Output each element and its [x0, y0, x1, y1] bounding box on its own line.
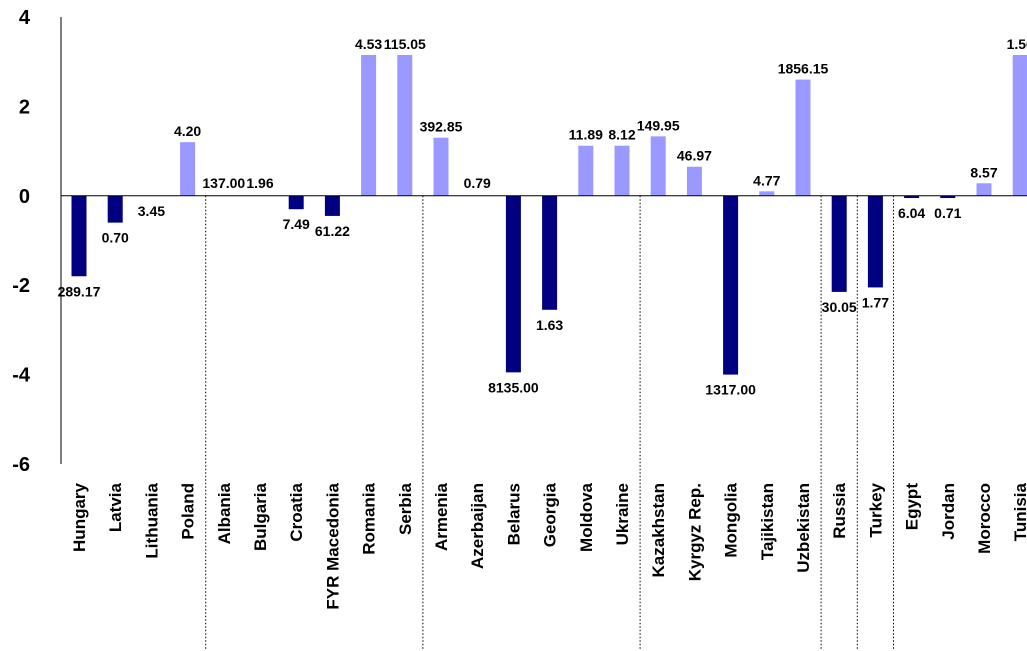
- data-label: 8.12: [608, 127, 635, 143]
- data-label: 137.00: [202, 175, 245, 191]
- axes: [60, 17, 1027, 464]
- category-label: Kyrgyz Rep.: [685, 483, 704, 581]
- bar-tunisia: [1012, 54, 1027, 196]
- y-tick-label: 2: [19, 96, 30, 118]
- category-label: Latvia: [106, 482, 125, 532]
- data-label: 61.22: [315, 223, 350, 239]
- data-label: 1.77: [862, 294, 889, 310]
- bar-romania: [361, 54, 377, 196]
- data-label: 4.77: [753, 172, 780, 188]
- category-label: Croatia: [287, 482, 306, 541]
- category-label: Tajikistan: [758, 483, 777, 560]
- bar-ukraine: [614, 145, 630, 196]
- y-tick-labels: 4 2 0 -2 -4 -6: [12, 7, 31, 476]
- data-label: 46.97: [677, 148, 712, 164]
- bar-mongolia: [723, 195, 739, 375]
- category-label: Uzbekistan: [794, 483, 813, 573]
- bar-moldova: [578, 145, 594, 196]
- category-label: Turkey: [866, 482, 885, 537]
- y-tick-label: -4: [12, 365, 31, 387]
- category-label: Poland: [179, 483, 198, 540]
- data-label: 4.53: [355, 36, 382, 52]
- y-tick-label: 4: [19, 7, 31, 29]
- bar-kyrgyz-rep-: [686, 166, 702, 196]
- category-label: Ukraine: [613, 483, 632, 545]
- data-labels: 289.17 0.70 3.45 4.20 137.00 1.96 7.49 61.22 4.5…: [58, 36, 1027, 398]
- data-label: 0.70: [102, 230, 129, 246]
- bar-turkey: [867, 195, 883, 288]
- data-label: 392.85: [420, 119, 463, 135]
- category-label: Azerbaijan: [468, 483, 487, 569]
- category-label: Jordan: [939, 483, 958, 540]
- bar-poland: [180, 142, 196, 196]
- bar-tajikistan: [759, 191, 775, 196]
- data-label: 4.20: [174, 123, 201, 139]
- category-label: Russia: [830, 482, 849, 538]
- data-label: 8.57: [970, 164, 997, 180]
- data-label: 7.49: [283, 216, 310, 232]
- data-label: 0.79: [464, 175, 491, 191]
- bar-jordan: [940, 195, 956, 199]
- data-label: 0.71: [934, 205, 961, 221]
- y-tick-label: -6: [12, 454, 30, 476]
- data-label: 1.96: [246, 175, 273, 191]
- category-label: Bulgaria: [251, 482, 270, 551]
- data-label: 115.05: [384, 36, 426, 52]
- category-label: Georgia: [541, 482, 560, 547]
- category-label: Tunisia: [1011, 482, 1027, 541]
- category-labels: Hungary Latvia Lithuania Poland Albania Bulga…: [70, 482, 1027, 609]
- bar-croatia: [288, 195, 304, 210]
- bars: [71, 54, 1027, 375]
- bar-hungary: [71, 195, 87, 277]
- data-label: 11.89: [569, 127, 603, 143]
- bar-fyr-macedonia: [324, 195, 340, 216]
- data-label: 149.95: [637, 117, 680, 133]
- bar-russia: [831, 195, 847, 292]
- category-label: Belarus: [504, 483, 523, 545]
- category-label: Egypt: [903, 483, 922, 531]
- category-label: FYR Macedonia: [323, 482, 342, 609]
- data-label: 289.17: [58, 283, 101, 299]
- data-label: 1.56: [1007, 36, 1027, 52]
- bar-latvia: [107, 195, 123, 223]
- data-label: 30.05: [822, 299, 857, 315]
- category-label: Kazakhstan: [649, 483, 668, 577]
- category-label: Romania: [360, 482, 379, 554]
- y-tick-label: 0: [19, 186, 30, 208]
- bar-georgia: [542, 195, 558, 310]
- data-label: 3.45: [138, 203, 165, 219]
- data-label: 6.04: [898, 205, 925, 221]
- category-label: Hungary: [70, 482, 89, 552]
- bar-armenia: [433, 137, 449, 196]
- category-label: Moldova: [577, 482, 596, 551]
- category-label: Serbia: [396, 482, 415, 535]
- category-label: Albania: [215, 482, 234, 544]
- data-label: 1.63: [536, 317, 563, 333]
- category-label: Morocco: [975, 483, 994, 554]
- category-label: Lithuania: [142, 482, 161, 558]
- bar-uzbekistan: [795, 79, 811, 196]
- data-label: 1317.00: [705, 382, 756, 398]
- category-label: Armenia: [432, 482, 451, 551]
- bar-serbia: [397, 54, 413, 196]
- category-label: Mongolia: [722, 482, 741, 557]
- bar-belarus: [505, 195, 521, 373]
- bar-morocco: [976, 183, 992, 196]
- y-tick-label: -2: [12, 275, 30, 297]
- bar-egypt: [904, 195, 920, 199]
- data-label: 8135.00: [488, 379, 539, 395]
- data-label: 1856.15: [778, 61, 829, 77]
- bar-kazakhstan: [650, 136, 666, 196]
